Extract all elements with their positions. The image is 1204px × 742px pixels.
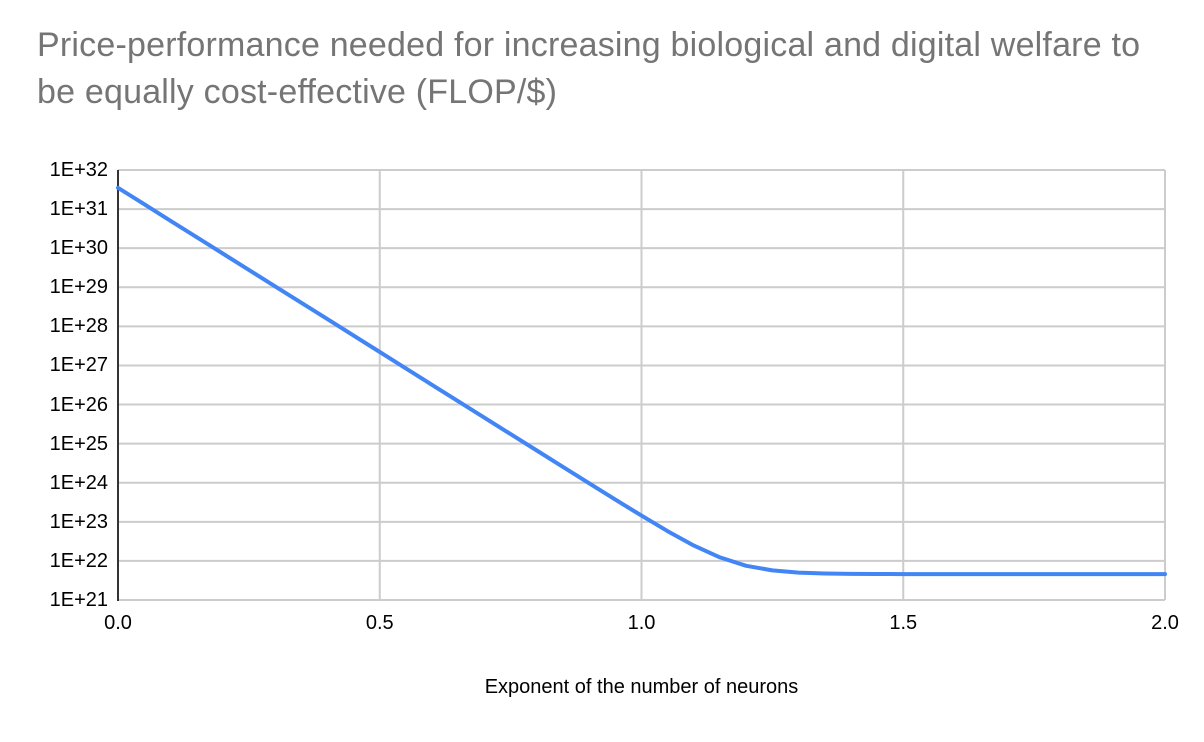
y-axis-tick-label: 1E+21: [49, 589, 108, 611]
y-axis-tick-label: 1E+30: [49, 237, 108, 260]
x-axis-tick-label: 1.5: [889, 612, 918, 634]
y-axis-tick-label: 1E+24: [49, 471, 108, 494]
y-axis-tick-label: 1E+22: [49, 549, 108, 572]
x-axis-tick-label: 2.0: [1151, 612, 1179, 634]
y-axis-tick-label: 1E+32: [49, 159, 108, 181]
y-axis-tick-label: 1E+26: [49, 393, 108, 416]
y-axis-tick-label: 1E+27: [49, 354, 108, 377]
y-axis-tick-label: 1E+29: [49, 276, 108, 299]
y-axis-tick-label: 1E+25: [49, 432, 108, 455]
y-axis-tick-label: 1E+31: [49, 198, 108, 221]
x-axis-title: Exponent of the number of neurons: [484, 676, 799, 698]
y-axis-tick-label: 1E+23: [49, 510, 108, 533]
x-axis-tick-label: 0.5: [365, 612, 394, 634]
chart-title: Price-performance needed for increasing …: [37, 26, 1141, 111]
y-axis-tick-label: 1E+28: [49, 315, 108, 338]
series-line: [116, 185, 1167, 577]
x-axis-tick-label: 0.0: [104, 612, 132, 634]
x-axis-tick-label: 1.0: [627, 612, 656, 634]
